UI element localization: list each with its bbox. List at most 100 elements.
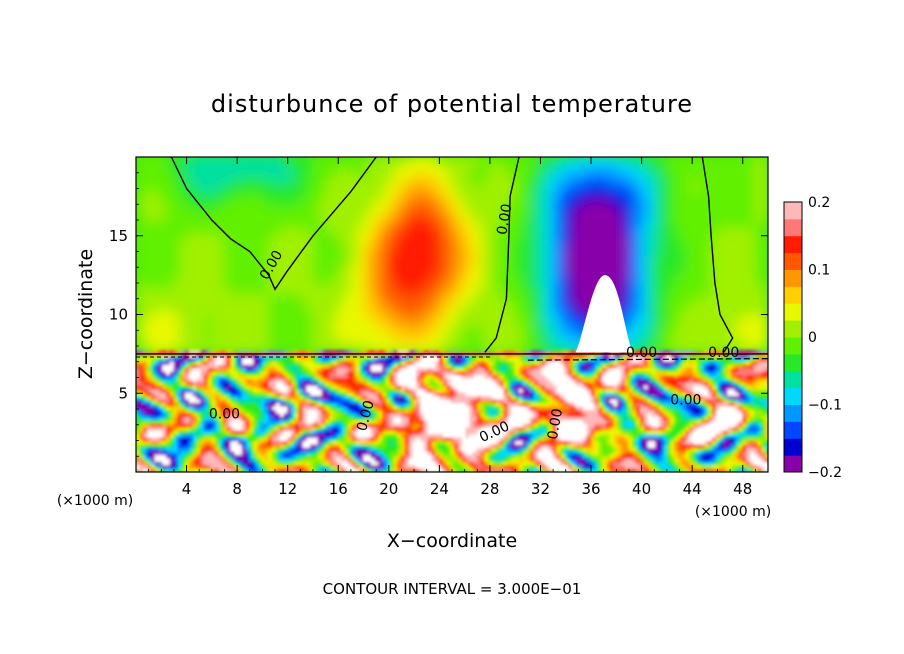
field-cell xyxy=(521,199,529,206)
field-cell xyxy=(495,287,504,294)
field-cell xyxy=(356,176,365,184)
field-cell xyxy=(287,276,295,283)
field-cell xyxy=(283,409,288,414)
field-cell xyxy=(558,199,567,206)
field-cell xyxy=(660,204,668,212)
field-cell xyxy=(622,276,630,283)
field-cell xyxy=(179,182,188,189)
field-cell xyxy=(426,325,434,333)
field-cell xyxy=(603,193,611,201)
field-cell xyxy=(451,309,459,316)
field-cell xyxy=(369,193,377,201)
field-cell xyxy=(200,385,205,390)
field-cell xyxy=(464,276,472,283)
field-cell xyxy=(154,287,162,294)
field-cell xyxy=(223,303,232,311)
field-cell xyxy=(293,171,301,178)
field-cell xyxy=(748,336,756,344)
field-cell xyxy=(169,457,175,462)
field-cell xyxy=(546,232,554,239)
field-cell xyxy=(754,298,763,305)
field-cell xyxy=(166,423,171,428)
field-cell xyxy=(283,416,288,421)
field-cell xyxy=(283,412,288,417)
field-cell xyxy=(287,331,295,338)
field-cell xyxy=(179,281,188,289)
field-cell xyxy=(603,254,611,261)
field-cell xyxy=(622,210,630,217)
field-cell xyxy=(166,381,171,386)
field-cell xyxy=(546,254,554,261)
field-cell xyxy=(464,221,472,228)
field-cell xyxy=(521,336,529,344)
field-cell xyxy=(257,464,262,469)
field-cell xyxy=(184,402,190,407)
field-cell xyxy=(647,199,655,206)
field-cell xyxy=(438,210,447,217)
field-cell xyxy=(710,171,718,178)
field-cell xyxy=(400,232,409,239)
field-cell xyxy=(205,314,213,322)
field-cell xyxy=(325,254,333,261)
field-cell xyxy=(407,259,415,267)
field-cell xyxy=(634,160,643,167)
field-cell xyxy=(457,303,466,311)
field-cell xyxy=(363,331,371,338)
field-cell xyxy=(234,357,239,362)
field-cell xyxy=(141,248,150,256)
field-cell xyxy=(666,188,674,195)
field-cell xyxy=(276,461,281,466)
field-cell xyxy=(147,454,152,459)
field-cell xyxy=(219,416,224,421)
field-cell xyxy=(312,287,320,294)
field-cell xyxy=(666,270,674,278)
field-cell xyxy=(205,303,213,311)
field-cell xyxy=(274,309,282,316)
field-cell xyxy=(167,182,175,189)
field-cell xyxy=(508,287,516,294)
field-cell xyxy=(166,457,171,462)
field-cell xyxy=(147,426,152,431)
field-cell xyxy=(272,364,277,369)
field-cell xyxy=(238,468,243,472)
field-cell xyxy=(445,176,453,184)
field-cell xyxy=(704,157,712,162)
field-cell xyxy=(622,165,630,173)
field-cell xyxy=(672,287,681,294)
field-cell xyxy=(489,303,497,311)
field-cell xyxy=(603,210,611,217)
field-cell xyxy=(147,440,152,445)
field-cell xyxy=(181,395,186,400)
field-cell xyxy=(299,303,308,311)
field-cell xyxy=(451,287,459,294)
field-cell xyxy=(280,309,289,316)
field-cell xyxy=(173,171,181,178)
field-cell xyxy=(476,309,485,316)
field-cell xyxy=(274,298,282,305)
field-cell xyxy=(691,193,699,201)
field-cell xyxy=(337,265,346,272)
field-cell xyxy=(245,371,251,376)
field-cell xyxy=(249,270,257,278)
field-cell xyxy=(470,193,478,201)
field-cell xyxy=(230,419,235,424)
field-cell xyxy=(552,303,560,311)
field-cell xyxy=(181,454,186,459)
field-cell xyxy=(476,342,485,349)
field-cell xyxy=(539,259,548,267)
field-cell xyxy=(603,160,611,167)
field-cell xyxy=(136,419,141,424)
field-cell xyxy=(148,237,156,245)
field-cell xyxy=(287,287,295,294)
field-cell xyxy=(647,281,655,289)
field-cell xyxy=(363,160,371,167)
field-cell xyxy=(697,287,706,294)
field-cell xyxy=(312,298,320,305)
field-cell xyxy=(207,440,213,445)
field-cell xyxy=(552,204,560,212)
field-cell xyxy=(761,309,768,316)
field-cell xyxy=(222,367,228,372)
field-cell xyxy=(226,430,232,435)
field-cell xyxy=(565,215,573,223)
field-cell xyxy=(238,447,243,452)
